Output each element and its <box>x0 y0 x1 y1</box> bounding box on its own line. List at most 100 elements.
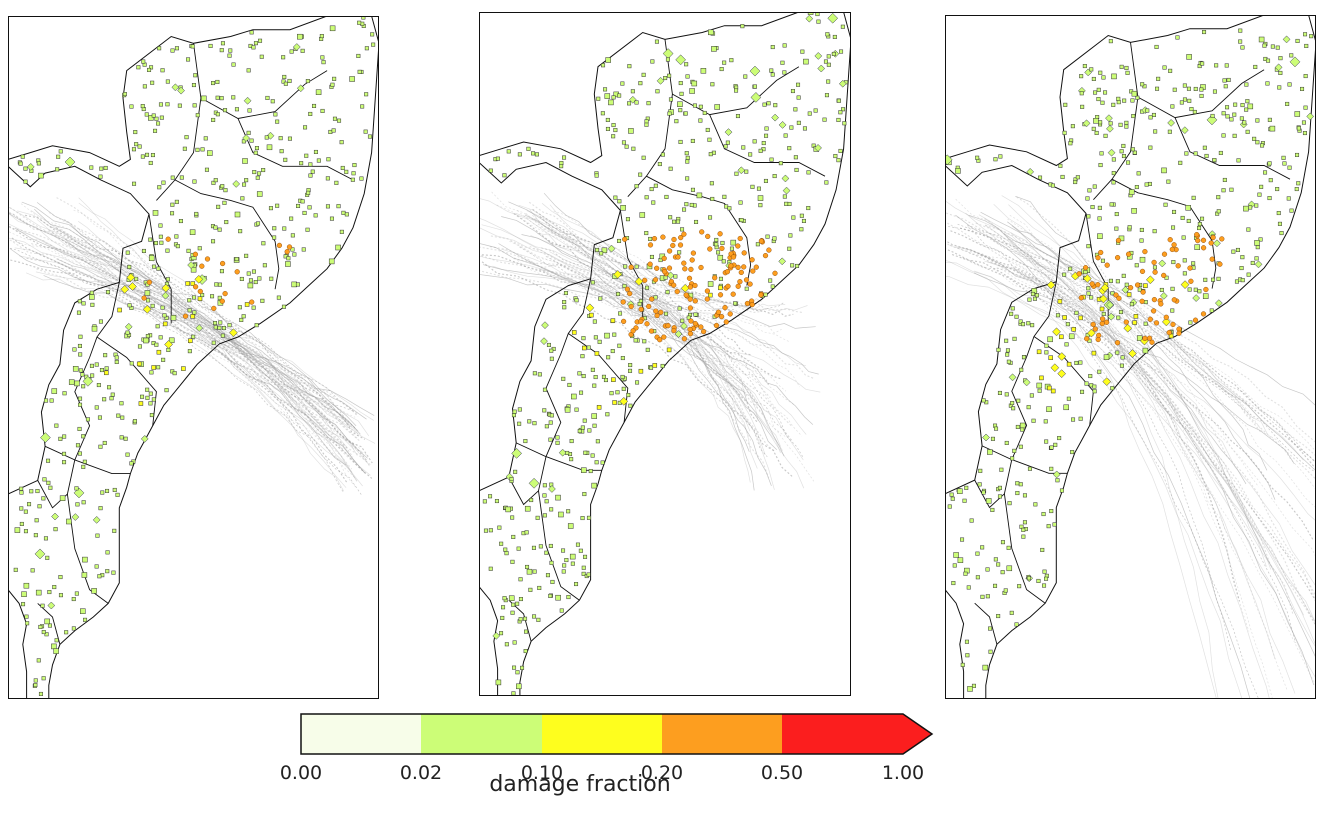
asset-marker <box>156 266 161 271</box>
asset-marker <box>38 172 44 179</box>
asset-marker <box>621 318 627 325</box>
asset-marker <box>1161 251 1168 257</box>
asset-marker <box>534 152 539 157</box>
asset-marker <box>1282 161 1287 166</box>
asset-marker <box>200 147 205 152</box>
asset-marker <box>1289 53 1294 58</box>
asset-marker <box>647 261 653 267</box>
asset-marker <box>513 469 518 474</box>
asset-marker <box>1167 119 1175 127</box>
asset-marker <box>1062 272 1067 277</box>
asset-marker <box>1017 584 1022 589</box>
asset-marker <box>172 371 177 376</box>
asset-marker <box>1050 388 1056 394</box>
asset-marker <box>744 169 749 174</box>
asset-marker <box>363 129 368 134</box>
asset-marker <box>1014 622 1019 627</box>
asset-marker <box>316 158 321 163</box>
asset-marker <box>689 257 695 263</box>
storm-track <box>479 274 814 425</box>
asset-marker <box>1050 363 1060 373</box>
asset-marker <box>993 583 998 588</box>
asset-marker <box>142 304 152 314</box>
storm-track <box>48 229 364 472</box>
asset-marker <box>1242 120 1247 125</box>
asset-marker <box>617 93 622 98</box>
asset-marker <box>735 283 741 289</box>
province-border <box>200 70 328 119</box>
asset-marker <box>1279 231 1284 236</box>
asset-marker <box>1064 342 1069 347</box>
asset-marker <box>723 319 729 325</box>
asset-marker <box>47 601 56 610</box>
asset-marker <box>1303 74 1308 79</box>
asset-marker <box>1057 352 1067 361</box>
asset-marker <box>234 107 239 112</box>
asset-marker <box>154 342 159 347</box>
asset-marker <box>104 370 109 376</box>
asset-marker <box>332 116 337 121</box>
asset-marker <box>76 310 81 315</box>
asset-marker <box>1096 97 1101 102</box>
storm-track <box>510 240 796 406</box>
asset-marker <box>241 314 246 319</box>
asset-marker <box>675 254 681 260</box>
asset-marker <box>218 320 223 325</box>
storm-track <box>1009 214 1273 699</box>
asset-marker <box>48 485 53 490</box>
asset-marker <box>1093 90 1098 95</box>
asset-marker <box>542 387 547 392</box>
asset-marker <box>81 572 88 578</box>
asset-marker <box>644 122 649 127</box>
asset-marker <box>838 110 843 115</box>
asset-marker <box>1259 184 1264 189</box>
asset-marker <box>565 450 570 455</box>
asset-marker <box>758 292 764 298</box>
asset-marker <box>715 309 722 315</box>
asset-marker <box>146 298 151 303</box>
asset-marker <box>634 277 644 286</box>
asset-marker <box>594 173 599 178</box>
asset-marker <box>945 154 953 166</box>
asset-marker <box>1049 509 1054 514</box>
asset-marker <box>982 433 990 442</box>
asset-marker <box>649 365 654 370</box>
asset-marker <box>197 296 203 301</box>
asset-marker <box>148 391 153 396</box>
asset-marker <box>665 290 670 295</box>
asset-marker <box>1152 269 1158 275</box>
asset-marker <box>824 180 829 185</box>
asset-marker <box>1106 301 1114 309</box>
asset-marker <box>344 169 349 174</box>
country-outline <box>479 12 851 696</box>
asset-marker <box>503 547 508 552</box>
asset-marker <box>766 101 771 106</box>
asset-marker <box>1145 275 1155 285</box>
asset-marker <box>1041 512 1046 517</box>
asset-marker <box>705 233 711 240</box>
asset-marker <box>227 53 232 58</box>
asset-marker <box>1170 308 1175 313</box>
asset-marker <box>1219 236 1225 242</box>
asset-marker <box>306 190 311 195</box>
asset-marker <box>117 307 122 313</box>
asset-marker <box>319 34 324 39</box>
asset-marker <box>611 134 616 139</box>
province-border <box>646 175 752 286</box>
asset-marker <box>531 545 536 550</box>
province-border <box>709 114 826 177</box>
storm-track <box>78 228 359 417</box>
asset-marker <box>684 151 689 156</box>
asset-marker <box>170 48 175 53</box>
asset-marker <box>532 614 537 619</box>
asset-marker <box>111 570 116 575</box>
asset-marker <box>1226 77 1231 82</box>
asset-marker <box>58 149 63 154</box>
asset-marker <box>1245 99 1250 104</box>
asset-marker <box>743 277 750 283</box>
asset-marker <box>1248 205 1253 210</box>
asset-marker <box>668 215 673 220</box>
asset-marker <box>559 164 564 169</box>
asset-marker <box>657 162 662 167</box>
asset-marker <box>570 561 575 566</box>
